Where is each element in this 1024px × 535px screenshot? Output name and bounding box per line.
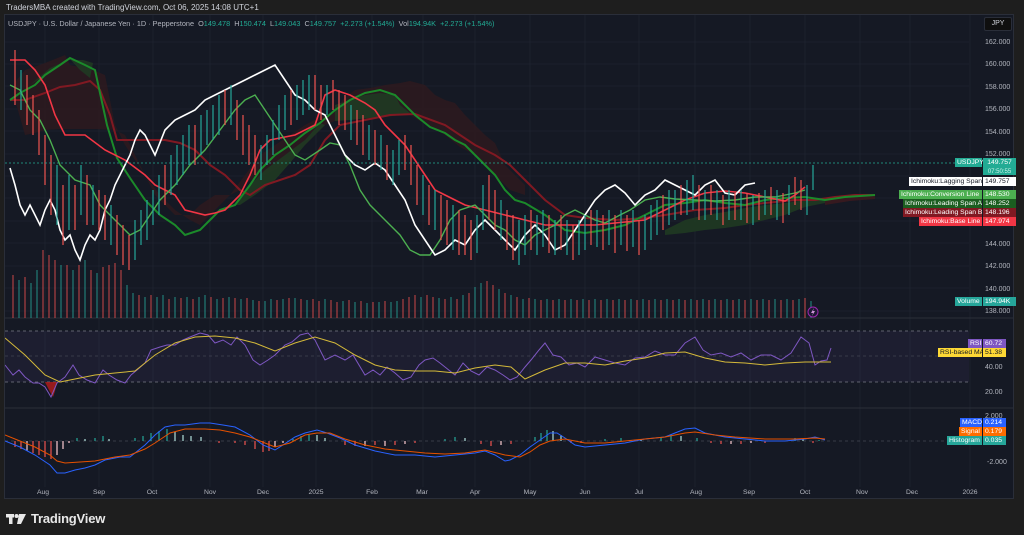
rsi-tick: 40.00 bbox=[985, 364, 1003, 371]
time-tick: Oct bbox=[146, 489, 158, 496]
histogram-label: Histogram bbox=[947, 436, 982, 445]
close-value: 149.757 bbox=[309, 19, 337, 28]
tradingview-logo-icon bbox=[6, 513, 26, 524]
price-tick: 160.000 bbox=[985, 61, 1011, 68]
price-tick: 144.000 bbox=[985, 241, 1011, 248]
time-tick: Sep bbox=[742, 489, 756, 496]
tradingview-brand[interactable]: TradingView bbox=[6, 511, 105, 526]
credit-text: TradersMBA created with TradingView.com,… bbox=[6, 3, 259, 12]
price-tick: 154.000 bbox=[985, 129, 1011, 136]
time-tick: Nov bbox=[855, 489, 869, 496]
chart-area[interactable] bbox=[4, 14, 1014, 499]
signal-label: Signal bbox=[959, 427, 982, 436]
low-value: 149.043 bbox=[274, 19, 301, 28]
volume-bars bbox=[12, 250, 812, 318]
price-tick: 152.000 bbox=[985, 151, 1011, 158]
rsi-tick: 20.00 bbox=[985, 389, 1003, 396]
price-tick: 158.000 bbox=[985, 84, 1011, 91]
rsi-value: 60.72 bbox=[983, 339, 1006, 348]
rsi-ma-value: 51.38 bbox=[983, 348, 1006, 357]
time-tick: Aug bbox=[689, 489, 703, 496]
macd-tick: -2.000 bbox=[987, 459, 1007, 466]
time-tick: Apr bbox=[469, 489, 481, 496]
time-tick: Jul bbox=[634, 489, 644, 496]
change-value: +2.273 (+1.54%) bbox=[340, 19, 395, 28]
time-tick: Feb bbox=[366, 489, 378, 496]
time-tick: May bbox=[523, 489, 537, 496]
time-tick: Oct bbox=[799, 489, 811, 496]
high-value: 150.474 bbox=[239, 19, 266, 28]
price-tick: 138.000 bbox=[985, 308, 1011, 315]
last-price: 149.757 bbox=[987, 159, 1012, 166]
top-bar: TradersMBA created with TradingView.com,… bbox=[0, 0, 1024, 14]
open-value: 149.478 bbox=[203, 19, 231, 28]
time-tick: Nov bbox=[203, 489, 217, 496]
price-tick: 156.000 bbox=[985, 106, 1011, 113]
price-plot[interactable] bbox=[5, 15, 1013, 499]
time-tick: 2026 bbox=[962, 489, 978, 496]
time-tick: Dec bbox=[256, 489, 270, 496]
macd-histogram bbox=[14, 429, 820, 459]
signal-value: 0.179 bbox=[983, 427, 1006, 436]
time-tick: Mar bbox=[416, 489, 428, 496]
candles bbox=[14, 50, 814, 270]
brand-name: TradingView bbox=[31, 511, 106, 526]
macd-tick: 2.000 bbox=[985, 413, 1003, 420]
volume-value: 194.94K bbox=[408, 19, 436, 28]
price-tick: 162.000 bbox=[985, 39, 1011, 46]
histogram-value: 0.035 bbox=[983, 436, 1006, 445]
symbol-legend: USDJPY · U.S. Dollar / Japanese Yen · 1D… bbox=[8, 19, 495, 28]
rsi-label: RSI bbox=[968, 339, 982, 348]
macd-label: MACD bbox=[960, 418, 983, 427]
grid-lines bbox=[5, 15, 971, 487]
time-tick: Dec bbox=[905, 489, 919, 496]
lightning-icon bbox=[807, 306, 819, 318]
price-tick: 140.000 bbox=[985, 286, 1011, 293]
time-tick: Aug bbox=[36, 489, 50, 496]
volume-change-value: +2.273 (+1.54%) bbox=[440, 19, 495, 28]
symbol-description[interactable]: USDJPY · U.S. Dollar / Japanese Yen · 1D… bbox=[8, 19, 195, 28]
currency-button[interactable]: JPY bbox=[984, 17, 1012, 31]
macd-value: 0.214 bbox=[983, 418, 1006, 427]
rsi-ma-label: RSI-based MA bbox=[938, 348, 985, 357]
time-tick: Jun bbox=[579, 489, 591, 496]
countdown-timer: 07:50:55 bbox=[987, 169, 1012, 175]
time-tick: 2025 bbox=[308, 489, 324, 496]
price-tick: 142.000 bbox=[985, 263, 1011, 270]
time-tick: Sep bbox=[92, 489, 106, 496]
